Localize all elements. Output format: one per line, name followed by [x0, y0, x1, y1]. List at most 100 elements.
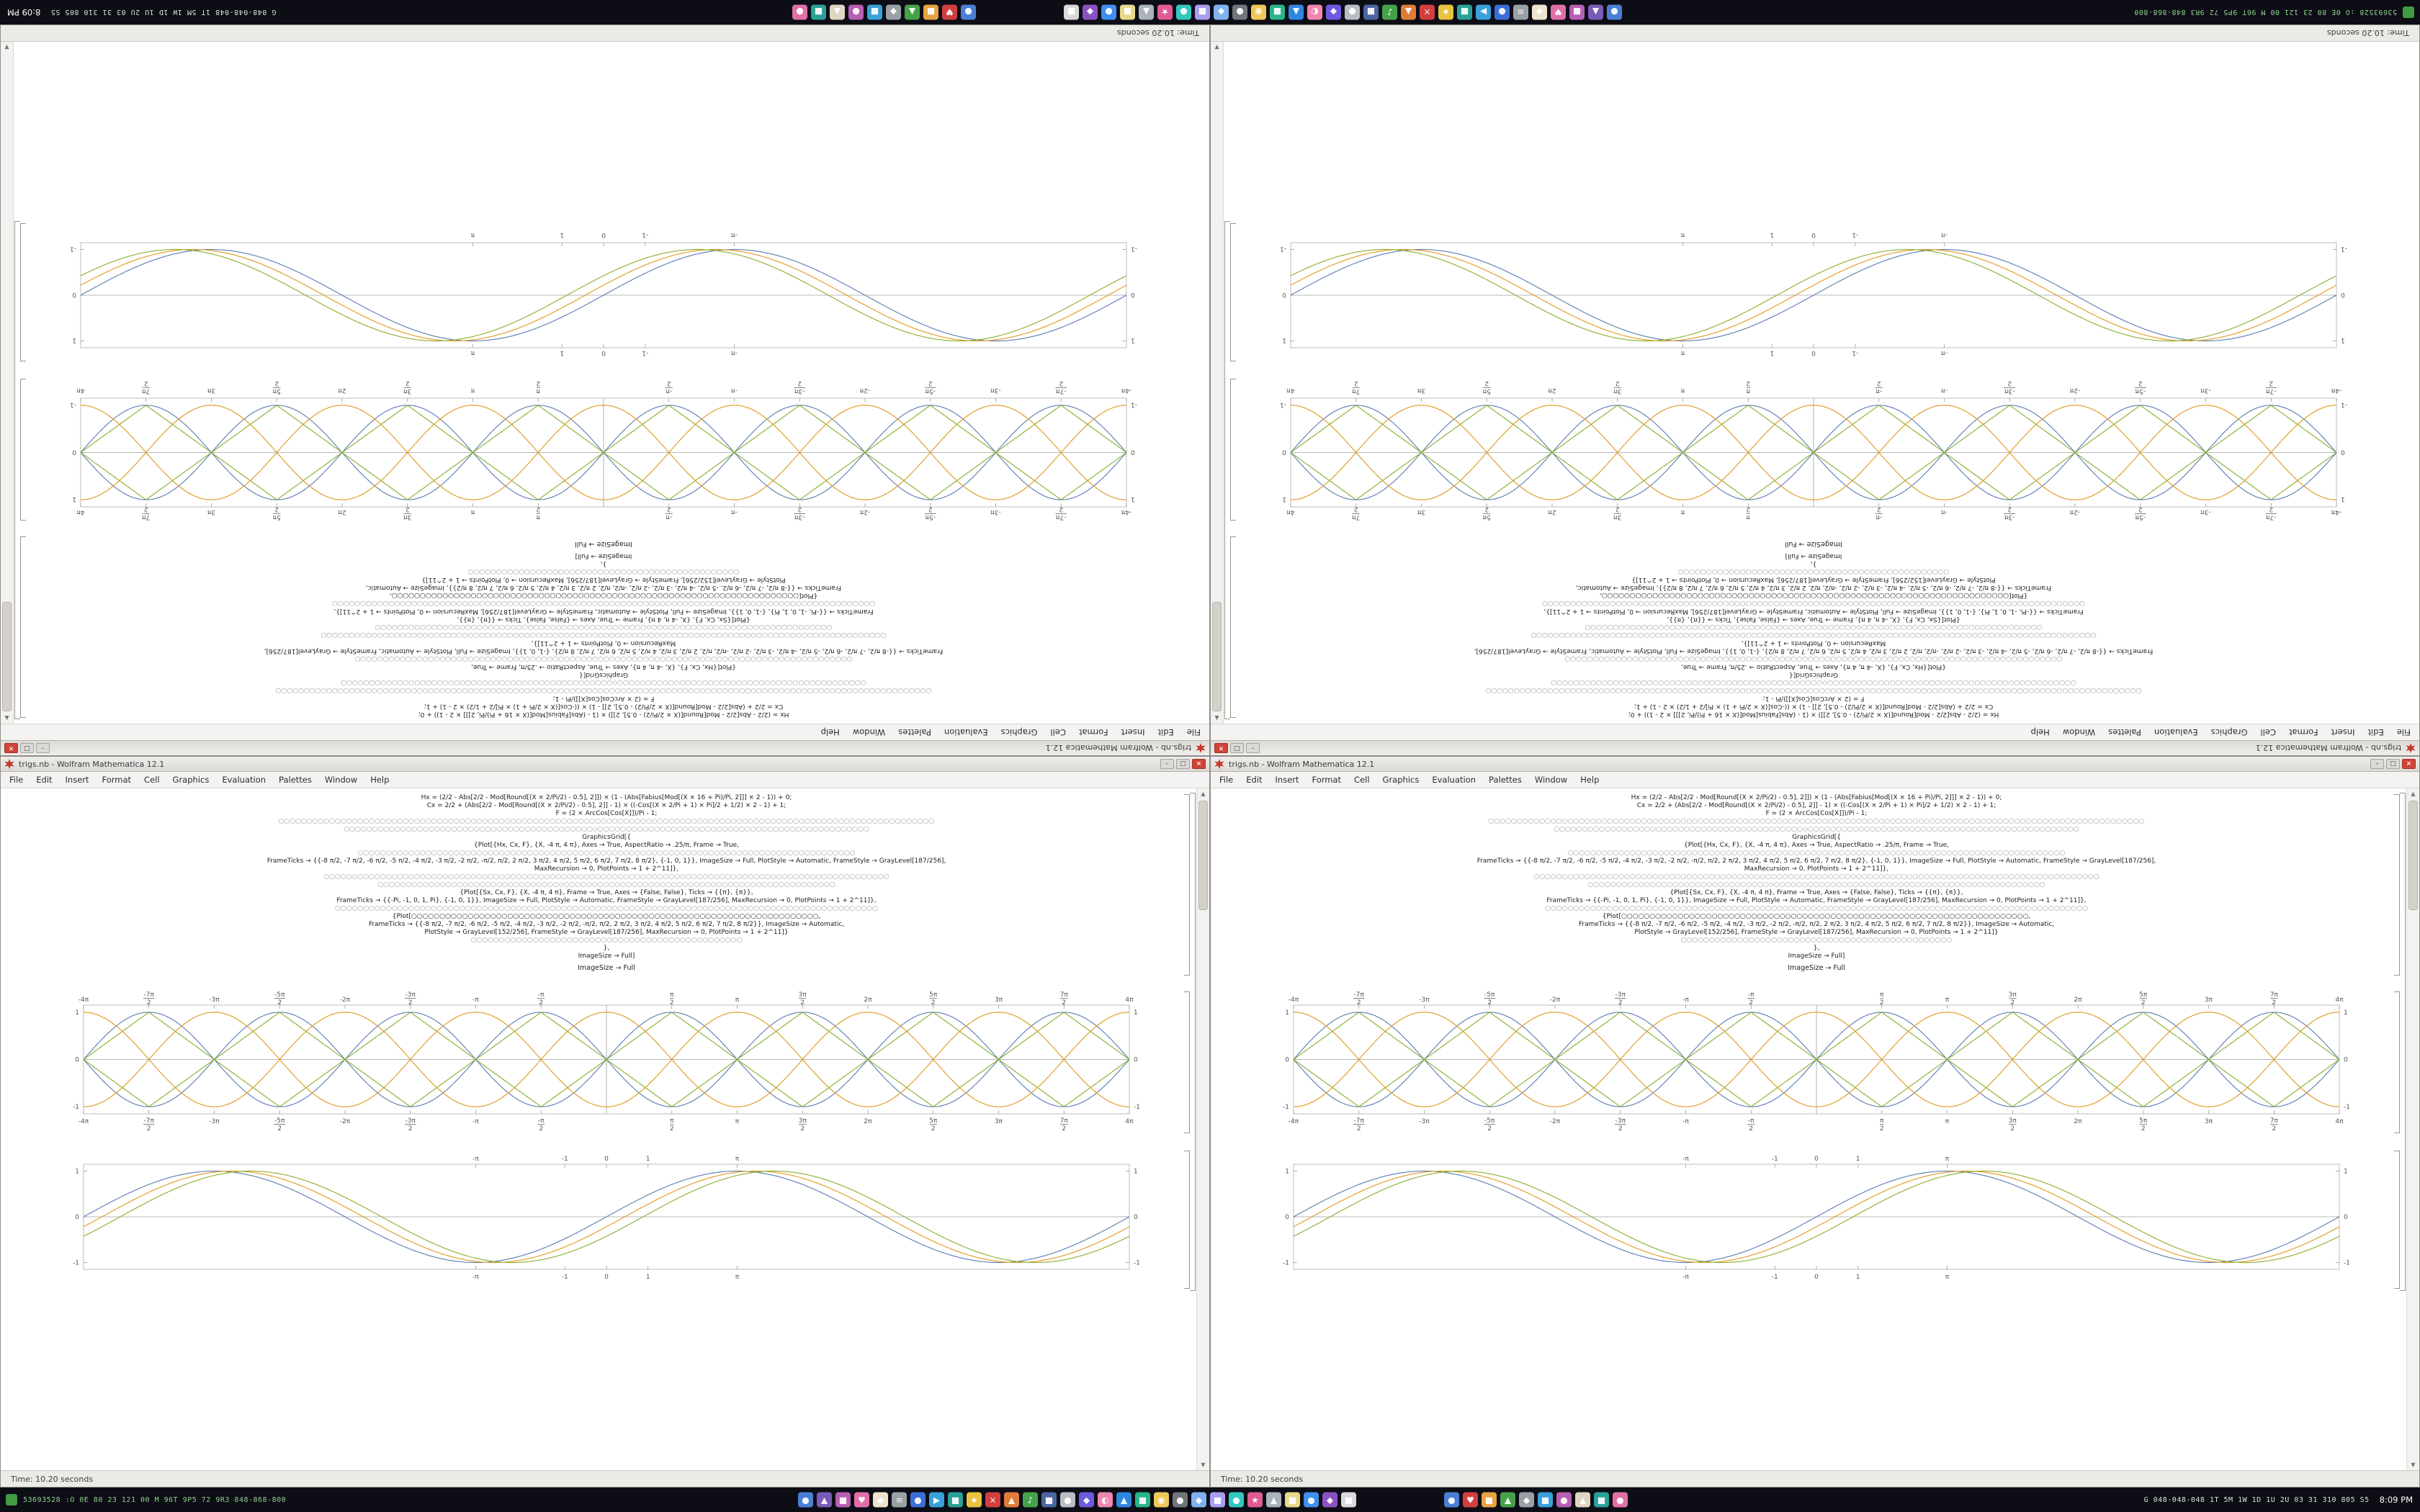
- input-cell[interactable]: Hx = (2/2 - Abs[2/2 - Mod[Round[(X × 2/P…: [1245, 552, 2382, 718]
- tray-icon-b5[interactable]: ◆: [886, 4, 901, 20]
- system-monitor-icon[interactable]: [2403, 6, 2414, 18]
- tray-icon-b9[interactable]: ■: [811, 4, 826, 20]
- tray-icon-a26[interactable]: ▲: [1266, 1492, 1281, 1508]
- code-line[interactable]: ○○○○○○○○○○○○○○○○○○○○○○○○○○○○○○○○○○○○○○○○…: [335, 905, 878, 912]
- menu-insert[interactable]: Insert: [1121, 727, 1145, 737]
- tray-icon-b1[interactable]: ●: [1444, 1492, 1459, 1508]
- menu-edit[interactable]: Edit: [1246, 775, 1263, 785]
- code-line[interactable]: FrameTicks → {{-Pi, -1, 0, 1, Pi}, {-1, …: [333, 608, 874, 615]
- tray-icon-a12[interactable]: ▲: [1401, 4, 1416, 20]
- minimize-button[interactable]: –: [1160, 759, 1174, 769]
- code-line[interactable]: ○○○○○○○○○○○○○○○○○○○○○○○○○○○○○○○○○○○○○○○○…: [1677, 568, 1950, 575]
- code-line[interactable]: ○○○○○○○○○○○○○○○○○○○○○○○○○○○○○○○○○○○○○○○○…: [357, 850, 856, 857]
- menu-edit[interactable]: Edit: [2367, 727, 2384, 737]
- code-line[interactable]: Cx = 2/2 + (Abs[2/2 - Mod[Round[(X × 2/P…: [1634, 703, 1994, 710]
- tray-icon-a26[interactable]: ▲: [1139, 4, 1154, 20]
- code-line[interactable]: GraphicsGrid[{: [1789, 671, 1838, 678]
- menu-evaluation[interactable]: Evaluation: [2154, 727, 2198, 737]
- code-line[interactable]: {Plot[○○○○○○○○○○○○○○○○○○○○○○○○○○○○○○○○○○…: [1599, 592, 2028, 599]
- tray-icon-a30[interactable]: ■: [1341, 1492, 1356, 1508]
- tray-icon-a4[interactable]: ♥: [854, 1492, 869, 1508]
- code-line[interactable]: ○○○○○○○○○○○○○○○○○○○○○○○○○○○○○○○○○○○○○○○○…: [1488, 818, 2145, 825]
- code-line[interactable]: ○○○○○○○○○○○○○○○○○○○○○○○○○○○○○○○○○○○○○○○○…: [344, 826, 869, 833]
- tray-icon-a16[interactable]: ◆: [1326, 4, 1341, 20]
- code-line[interactable]: ○○○○○○○○○○○○○○○○○○○○○○○○○○○○○○○○○○○○○○○○…: [1551, 679, 2076, 686]
- tray-icon-a13[interactable]: ♪: [1023, 1492, 1038, 1508]
- cell-bracket-output-2[interactable]: [1230, 223, 1236, 361]
- code-line[interactable]: FrameTicks → {{-8 π/2, -7 π/2, -6 π/2, -…: [365, 584, 842, 591]
- tray-icon-b2[interactable]: ♥: [1463, 1492, 1478, 1508]
- scroll-down-button[interactable]: ▼: [1214, 44, 1219, 50]
- code-line[interactable]: ○○○○○○○○○○○○○○○○○○○○○○○○○○○○○○○○○○○○○○○○…: [1567, 850, 2066, 857]
- window-titlebar[interactable]: trigs.nb - Wolfram Mathematica 12.1 – □ …: [1211, 740, 2419, 755]
- code-line[interactable]: FrameTicks → {{-Pi, -1, 0, 1, Pi}, {-1, …: [1546, 897, 2087, 904]
- code-line[interactable]: MaxRecursion → 0, PlotPoints → 1 + 2^11]…: [534, 865, 679, 873]
- menu-format[interactable]: Format: [1078, 727, 1108, 737]
- input-cell[interactable]: Hx = (2/2 - Abs[2/2 - Mod[Round[(X × 2/P…: [35, 552, 1172, 718]
- tray-icon-b6[interactable]: ■: [867, 4, 882, 20]
- tray-icon-a15[interactable]: ●: [1060, 1492, 1075, 1508]
- scrollbar[interactable]: ▲ ▼: [1, 42, 14, 724]
- code-line[interactable]: ○○○○○○○○○○○○○○○○○○○○○○○○○○○○○○○○○○○○○○○○…: [1533, 873, 2099, 881]
- menu-palettes[interactable]: Palettes: [898, 727, 931, 737]
- scroll-thumb[interactable]: [2, 602, 12, 711]
- menu-help[interactable]: Help: [820, 727, 840, 737]
- code-line[interactable]: FrameTicks → {{-8 π/2, -7 π/2, -6 π/2, -…: [264, 647, 944, 654]
- code-line[interactable]: FrameTicks → {{-8 π/2, -7 π/2, -6 π/2, -…: [1476, 858, 2156, 865]
- cell-bracket-output-2[interactable]: [2394, 1151, 2400, 1289]
- code-line[interactable]: Cx = 2/2 + (Abs[2/2 - Mod[Round[(X × 2/P…: [1636, 802, 1996, 809]
- cell-bracket-group[interactable]: [1190, 793, 1196, 1291]
- menu-file[interactable]: File: [1186, 727, 1201, 737]
- cell-bracket-input[interactable]: [1184, 794, 1190, 976]
- menu-cell[interactable]: Cell: [1354, 775, 1370, 785]
- code-line[interactable]: MaxRecursion → 0, PlotPoints → 1 + 2^11]…: [531, 639, 676, 647]
- menu-help[interactable]: Help: [2030, 727, 2050, 737]
- tray-icon-a6[interactable]: ≡: [892, 1492, 907, 1508]
- code-line[interactable]: F = (2 × ArcCos[Cos[X]])/Pi - 1;: [1762, 695, 1865, 702]
- tray-icon-b4[interactable]: ▲: [1500, 1492, 1515, 1508]
- code-line[interactable]: F = (2 × ArcCos[Cos[X]])/Pi - 1;: [1765, 810, 1868, 817]
- tray-icon-a22[interactable]: ◆: [1214, 4, 1229, 20]
- tray-icon-a17[interactable]: ◐: [1307, 4, 1322, 20]
- menu-format[interactable]: Format: [1312, 775, 1342, 785]
- code-line[interactable]: MaxRecursion → 0, PlotPoints → 1 + 2^11]…: [1741, 639, 1886, 647]
- tray-icon-a6[interactable]: ≡: [1513, 4, 1528, 20]
- code-line[interactable]: FrameTicks → {{-8 π/2, -7 π/2, -6 π/2, -…: [368, 921, 845, 928]
- window-titlebar[interactable]: trigs.nb - Wolfram Mathematica 12.1 – □ …: [1211, 757, 2419, 772]
- window-titlebar[interactable]: trigs.nb - Wolfram Mathematica 12.1 – □ …: [1, 757, 1209, 772]
- tray-icon-b9[interactable]: ■: [1594, 1492, 1609, 1508]
- tray-icon-b1[interactable]: ●: [961, 4, 976, 20]
- tray-icon-b10[interactable]: ●: [1613, 1492, 1628, 1508]
- code-line[interactable]: Hx = (2/2 - Abs[2/2 - Mod[Round[(X × 2/P…: [1631, 794, 2002, 801]
- cell-bracket-output-1[interactable]: [1184, 991, 1190, 1133]
- code-line[interactable]: {Plot[{Sx, Cx, F}, {X, -4 π, 4 π}, Frame…: [1667, 616, 1960, 623]
- tray-icon-b8[interactable]: ▲: [830, 4, 845, 20]
- tray-icon-a24[interactable]: ●: [1176, 4, 1191, 20]
- code-line[interactable]: ○○○○○○○○○○○○○○○○○○○○○○○○○○○○○○○○○○○○○○○○…: [1542, 600, 2085, 607]
- code-line[interactable]: MaxRecursion → 0, PlotPoints → 1 + 2^11]…: [1744, 865, 1889, 873]
- code-line[interactable]: F = (2 × ArcCos[Cos[X]])/Pi - 1;: [555, 810, 658, 817]
- tray-icon-a22[interactable]: ◆: [1191, 1492, 1206, 1508]
- tray-icon-a8[interactable]: ▶: [929, 1492, 944, 1508]
- tray-icon-a11[interactable]: ×: [1420, 4, 1435, 20]
- code-line[interactable]: ○○○○○○○○○○○○○○○○○○○○○○○○○○○○○○○○○○○○○○○○…: [1554, 826, 2079, 833]
- tray-icon-a1[interactable]: ●: [1607, 4, 1622, 20]
- code-line[interactable]: {Plot[○○○○○○○○○○○○○○○○○○○○○○○○○○○○○○○○○○…: [389, 592, 818, 599]
- code-line[interactable]: FrameTicks → {{-8 π/2, -7 π/2, -6 π/2, -…: [1578, 921, 2055, 928]
- code-line[interactable]: ○○○○○○○○○○○○○○○○○○○○○○○○○○○○○○○○○○○○○○○○…: [354, 655, 853, 662]
- close-button[interactable]: ×: [1192, 759, 1206, 769]
- tray-icon-a1[interactable]: ●: [798, 1492, 813, 1508]
- code-line[interactable]: FrameTicks → {{-Pi, -1, 0, 1, Pi}, {-1, …: [336, 897, 877, 904]
- maximize-button[interactable]: □: [1176, 759, 1190, 769]
- tray-icon-a14[interactable]: ■: [1363, 4, 1379, 20]
- tray-icon-a27[interactable]: ■: [1120, 4, 1135, 20]
- code-line[interactable]: {Plot[{Hx, Cx, F}, {X, -4 π, 4 π}, Axes …: [1681, 663, 1946, 670]
- tray-icon-a25[interactable]: ★: [1247, 1492, 1263, 1508]
- code-line[interactable]: ○○○○○○○○○○○○○○○○○○○○○○○○○○○○○○○○○○○○○○○○…: [1545, 905, 2088, 912]
- code-line[interactable]: ○○○○○○○○○○○○○○○○○○○○○○○○○○○○○○○○○○○○○○○○…: [341, 679, 866, 686]
- scroll-down-button[interactable]: ▼: [4, 44, 9, 50]
- cell-bracket-group[interactable]: [2400, 793, 2406, 1291]
- code-line[interactable]: GraphicsGrid[{: [582, 834, 631, 841]
- tray-icon-a2[interactable]: ▲: [817, 1492, 832, 1508]
- tray-icon-a9[interactable]: ■: [948, 1492, 963, 1508]
